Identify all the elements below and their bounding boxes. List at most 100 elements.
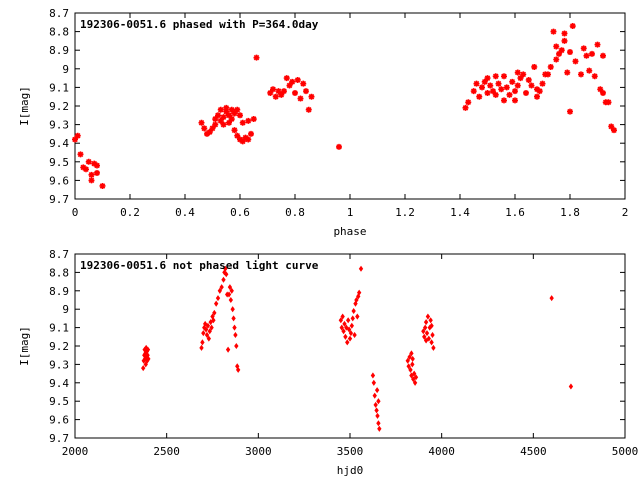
data-point xyxy=(348,330,354,337)
data-point xyxy=(462,104,469,111)
data-point xyxy=(556,50,562,57)
data-point xyxy=(231,127,238,134)
data-point xyxy=(503,84,510,91)
data-point xyxy=(429,339,434,346)
x-tick-label: 1.4 xyxy=(450,206,470,219)
data-point xyxy=(492,73,499,80)
data-point xyxy=(431,344,436,351)
data-point xyxy=(206,335,212,342)
data-point xyxy=(212,309,217,316)
x-ticks: 2000 2500 3000 3500 4000 4500 5000 xyxy=(62,254,638,458)
unphased-light-curve-panel: 8.7 8.8 8.9 9 9.1 9.2 9.3 9.4 9.5 9.6 9.7 2000 2500… xyxy=(18,248,638,477)
y-tick-label: 9.3 xyxy=(49,119,69,132)
data-point xyxy=(567,49,573,56)
data-point xyxy=(83,166,89,173)
y-tick-label: 9.3 xyxy=(49,358,69,371)
data-point xyxy=(421,328,426,335)
data-point xyxy=(272,93,279,100)
data-point xyxy=(583,52,590,59)
data-point xyxy=(373,401,378,408)
data-point xyxy=(294,76,301,83)
y-axis-title: I[mag] xyxy=(18,86,31,126)
data-point xyxy=(99,182,106,189)
data-point xyxy=(422,333,427,340)
plot-title: 192306-0051.6 phased with P=364.0day xyxy=(80,18,319,31)
phased-light-curve-panel: 8.78.88.999.19.29.39.49.59.69.7 0 0.2 0.4 0… xyxy=(18,7,628,238)
data-point xyxy=(430,331,435,338)
data-point xyxy=(470,88,477,95)
data-point xyxy=(303,88,309,95)
y-tick-label: 9.4 xyxy=(49,377,69,390)
y-tick-label: 9.2 xyxy=(49,100,69,113)
data-point xyxy=(536,88,543,95)
x-tick-label: 0.6 xyxy=(230,206,250,219)
data-point xyxy=(250,116,257,123)
data-point xyxy=(517,75,524,82)
data-point xyxy=(465,99,472,106)
data-point xyxy=(217,287,223,294)
data-point xyxy=(539,80,546,87)
y-tick-label: 8.9 xyxy=(49,285,69,298)
y-tick-label: 9.5 xyxy=(49,395,69,408)
data-point xyxy=(85,158,92,165)
data-point xyxy=(231,315,236,322)
x-tick-label: 0.4 xyxy=(175,206,195,219)
data-point xyxy=(411,370,417,377)
y-tick-label: 9 xyxy=(62,303,69,316)
data-point xyxy=(205,322,211,329)
data-point xyxy=(376,420,381,427)
data-point xyxy=(347,335,353,342)
data-point xyxy=(423,337,429,344)
data-point xyxy=(336,143,342,150)
data-point xyxy=(225,346,231,353)
data-point xyxy=(525,76,532,83)
data-point xyxy=(228,106,235,113)
data-points xyxy=(72,23,617,189)
data-point xyxy=(586,67,593,74)
data-point xyxy=(374,407,379,414)
x-tick-label: 2000 xyxy=(62,445,89,458)
data-point xyxy=(547,63,554,70)
data-point xyxy=(406,363,411,370)
data-point xyxy=(146,355,151,362)
data-point xyxy=(344,324,349,331)
data-point xyxy=(550,28,557,35)
data-point xyxy=(248,130,254,137)
data-point xyxy=(80,164,87,171)
data-point xyxy=(349,322,355,329)
data-point xyxy=(412,379,418,386)
data-point xyxy=(141,365,146,372)
data-point xyxy=(352,331,357,338)
x-tick-label: 1.6 xyxy=(505,206,525,219)
data-point xyxy=(283,75,290,82)
data-point xyxy=(567,108,573,115)
data-point xyxy=(267,89,274,96)
data-point xyxy=(345,317,351,324)
data-point xyxy=(413,374,419,381)
data-point xyxy=(224,271,229,278)
data-point xyxy=(410,355,415,362)
data-point xyxy=(605,99,612,106)
data-point xyxy=(564,69,571,76)
y-ticks: 8.7 8.8 8.9 9 9.1 9.2 9.3 9.4 9.5 9.6 9.7 xyxy=(49,248,625,445)
data-point xyxy=(231,110,238,117)
data-point xyxy=(545,71,551,78)
x-tick-label: 1.2 xyxy=(395,206,415,219)
data-point xyxy=(350,315,355,322)
data-point xyxy=(220,114,227,121)
data-point xyxy=(237,136,243,143)
data-point xyxy=(292,89,298,96)
data-point xyxy=(91,160,98,167)
data-point xyxy=(594,41,601,48)
data-point xyxy=(501,97,507,104)
data-point xyxy=(409,350,414,357)
data-point xyxy=(534,93,540,100)
data-point xyxy=(226,119,232,126)
plot-title: 192306-0051.6 not phased light curve xyxy=(80,259,319,272)
data-point xyxy=(233,331,238,338)
data-point xyxy=(355,313,360,320)
data-point xyxy=(235,366,241,373)
data-point xyxy=(211,317,216,324)
data-point xyxy=(558,47,565,54)
x-tick-label: 3500 xyxy=(337,445,364,458)
